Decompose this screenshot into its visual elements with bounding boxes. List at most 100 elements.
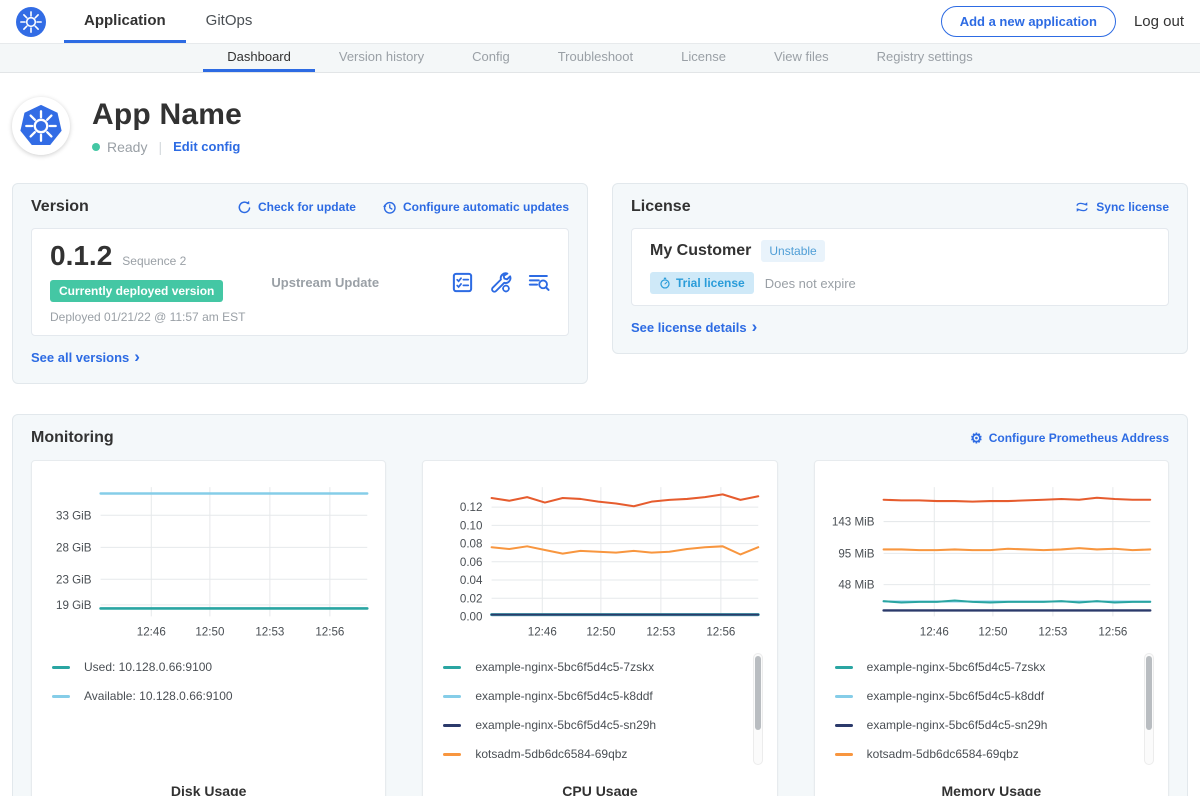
legend-item: example-nginx-5bc6f5d4c5-7zskx [834, 653, 1158, 682]
status-dot-icon [92, 142, 100, 151]
deployed-timestamp: Deployed 01/21/22 @ 11:57 am EST [50, 310, 246, 324]
sync-license-label: Sync license [1096, 200, 1169, 214]
legend-swatch-icon [834, 723, 853, 727]
refresh-icon [238, 200, 251, 213]
scrollbar-thumb[interactable] [1145, 655, 1152, 730]
configure-automatic-updates-link[interactable]: Configure automatic updates [382, 200, 569, 215]
app-header: App Name Ready | Edit config [0, 73, 1200, 183]
summary-cards-row: Version Check for update [0, 183, 1200, 384]
legend-swatch-icon [52, 665, 70, 669]
see-license-details-link[interactable]: See license details › [631, 318, 757, 336]
y-axis-tick-label: 143 MiB [832, 516, 875, 529]
x-axis-tick-label: 12:56 [707, 626, 736, 639]
legend-scrollbar[interactable] [752, 652, 763, 765]
legend-label: Used: 10.128.0.66:9100 [84, 660, 213, 675]
legend-label: example-nginx-5bc6f5d4c5-7zskx [866, 660, 1046, 675]
license-type-badge: Trial license [650, 272, 754, 294]
legend-item: Used: 10.128.0.66:9100 [52, 653, 375, 682]
legend-swatch-icon [834, 752, 853, 756]
disk-usage-title: Disk Usage [170, 782, 247, 796]
version-heading: Version [31, 198, 89, 215]
tab-config[interactable]: Config [472, 49, 510, 64]
legend-label: example-nginx-5bc6f5d4c5-k8ddf [866, 689, 1045, 704]
x-axis-tick-label: 12:46 [919, 626, 948, 639]
x-axis-tick-label: 12:53 [255, 626, 284, 639]
divider: | [158, 138, 163, 155]
legend-scrollbar[interactable] [1143, 652, 1154, 765]
y-axis-tick-label: 0.12 [460, 501, 483, 514]
version-info: 0.1.2 Sequence 2 Currently deployed vers… [50, 240, 245, 324]
version-number: 0.1.2 [50, 240, 113, 271]
configure-automatic-updates-label: Configure automatic updates [402, 200, 569, 214]
sync-license-link[interactable]: Sync license [1074, 200, 1169, 214]
legend-label: Available: 10.128.0.66:9100 [84, 689, 233, 704]
legend-swatch-icon [443, 694, 462, 698]
tab-view-files[interactable]: View files [773, 49, 829, 64]
series-line [882, 547, 1151, 552]
chevron-right-icon: › [134, 347, 140, 366]
stopwatch-icon [660, 277, 670, 289]
y-axis-tick-label: 0.06 [460, 556, 483, 569]
app-icon [12, 97, 70, 155]
version-actions [451, 271, 550, 294]
kubernetes-logo-icon[interactable] [12, 0, 64, 43]
license-heading: License [631, 198, 691, 215]
legend-label: example-nginx-5bc6f5d4c5-sn29h [866, 718, 1048, 733]
gear-icon: ⚙ [970, 430, 983, 446]
kubernetes-heptagon-icon [20, 104, 62, 146]
y-axis-tick-label: 33 GiB [56, 509, 92, 522]
y-axis-tick-label: 0.00 [460, 610, 483, 623]
y-axis-tick-label: 28 GiB [56, 541, 92, 554]
add-application-button[interactable]: Add a new application [940, 6, 1116, 37]
license-panel: My Customer Unstable Trial license Does … [631, 228, 1169, 306]
deploy-logs-button[interactable] [527, 271, 550, 294]
legend-item: example-nginx-5bc6f5d4c5-7zskx [443, 653, 766, 682]
x-axis-tick-label: 12:50 [978, 626, 1007, 639]
legend-swatch-icon [443, 665, 462, 669]
memory-usage-plot: 48 MiB 95 MiB 143 MiB 12:46 12:50 12:53 12:56 [825, 475, 1158, 649]
disk-usage-legend: Used: 10.128.0.66:9100 Available: 10.128.… [52, 653, 375, 711]
license-type-label: Trial license [676, 276, 745, 290]
x-axis-tick-label: 12:56 [315, 626, 344, 639]
legend-swatch-icon [443, 723, 462, 727]
y-axis-tick-label: 0.08 [460, 538, 483, 551]
tab-license[interactable]: License [681, 49, 726, 64]
line-chart: 0.00 0.02 0.04 0.06 0.08 0.10 0.12 12:46 12:50 12… [460, 487, 761, 639]
tab-dashboard[interactable]: Dashboard [203, 44, 315, 72]
memory-usage-chart-card: 48 MiB 95 MiB 143 MiB 12:46 12:50 12:53 12:56 … [813, 460, 1169, 796]
version-source: Upstream Update [271, 274, 380, 290]
customer-name: My Customer [650, 242, 752, 259]
tab-registry-settings[interactable]: Registry settings [876, 49, 973, 64]
line-chart: 19 GiB 23 GiB 28 GiB 33 GiB 12:46 12:50 12:53 1… [56, 487, 369, 639]
series-line [490, 493, 760, 508]
tab-troubleshoot[interactable]: Troubleshoot [557, 49, 634, 64]
app-tab-bar: Dashboard Version history Config Trouble… [0, 44, 1200, 73]
check-for-update-link[interactable]: Check for update [237, 200, 356, 215]
legend-swatch-icon [834, 694, 853, 698]
edit-config-link[interactable]: Edit config [173, 139, 241, 154]
license-card: License Sync license My Custo [612, 183, 1188, 354]
cpu-usage-plot: 0.00 0.02 0.04 0.06 0.08 0.10 0.12 12:46 12:50 12… [433, 475, 766, 649]
edit-config-version-button[interactable] [489, 271, 512, 294]
configure-prometheus-link[interactable]: ⚙ Configure Prometheus Address [970, 431, 1169, 445]
release-notes-button[interactable] [451, 271, 474, 294]
scrollbar-thumb[interactable] [754, 655, 761, 730]
cpu-usage-chart-card: 0.00 0.02 0.04 0.06 0.08 0.10 0.12 12:46 12:50 12… [422, 460, 778, 796]
app-header-text: App Name Ready | Edit config [92, 98, 242, 155]
nav-tab-application[interactable]: Application [64, 0, 186, 43]
legend-label: example-nginx-5bc6f5d4c5-k8ddf [475, 689, 653, 704]
legend-item: example-nginx-5bc6f5d4c5-k8ddf [834, 682, 1158, 711]
see-all-versions-link[interactable]: See all versions › [31, 347, 140, 366]
series-line [490, 545, 760, 556]
disk-usage-plot: 19 GiB 23 GiB 28 GiB 33 GiB 12:46 12:50 12:53 1… [42, 475, 375, 649]
nav-tab-gitops[interactable]: GitOps [205, 11, 253, 29]
legend-item: Available: 10.128.0.66:9100 [52, 682, 375, 711]
legend-label: example-nginx-5bc6f5d4c5-7zskx [475, 660, 655, 675]
y-axis-tick-label: 0.04 [460, 574, 483, 587]
logout-link[interactable]: Log out [1133, 13, 1184, 30]
see-all-versions-label: See all versions [31, 350, 130, 365]
tab-version-history[interactable]: Version history [338, 49, 425, 64]
legend-item: example-nginx-5bc6f5d4c5-k8ddf [443, 682, 766, 711]
x-axis-tick-label: 12:53 [1038, 626, 1067, 639]
check-for-update-label: Check for update [257, 200, 356, 214]
